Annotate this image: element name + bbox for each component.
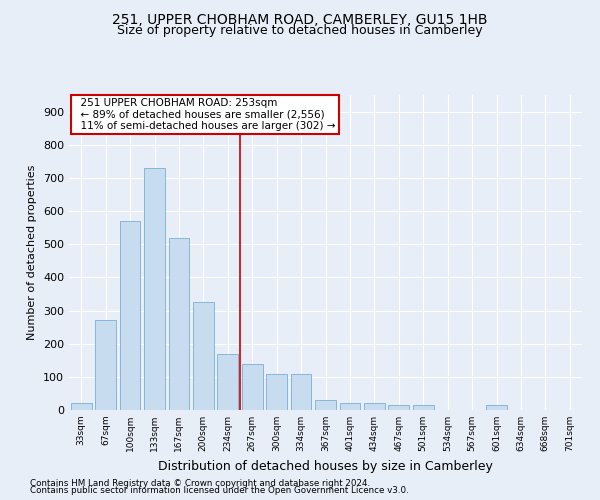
Bar <box>144 168 165 410</box>
Bar <box>340 404 361 410</box>
Bar <box>290 374 311 410</box>
Bar <box>364 404 385 410</box>
Y-axis label: Number of detached properties: Number of detached properties <box>28 165 37 340</box>
Text: Size of property relative to detached houses in Camberley: Size of property relative to detached ho… <box>117 24 483 37</box>
Bar <box>388 405 409 410</box>
Bar <box>413 405 434 410</box>
Bar <box>169 238 190 410</box>
Bar <box>193 302 214 410</box>
Bar <box>486 405 507 410</box>
Text: 251 UPPER CHOBHAM ROAD: 253sqm
  ← 89% of detached houses are smaller (2,556)
  : 251 UPPER CHOBHAM ROAD: 253sqm ← 89% of … <box>74 98 335 132</box>
X-axis label: Distribution of detached houses by size in Camberley: Distribution of detached houses by size … <box>158 460 493 472</box>
Bar <box>217 354 238 410</box>
Bar <box>242 364 263 410</box>
Text: 251, UPPER CHOBHAM ROAD, CAMBERLEY, GU15 1HB: 251, UPPER CHOBHAM ROAD, CAMBERLEY, GU15… <box>112 12 488 26</box>
Bar <box>71 404 92 410</box>
Text: Contains public sector information licensed under the Open Government Licence v3: Contains public sector information licen… <box>30 486 409 495</box>
Bar <box>315 400 336 410</box>
Bar <box>266 374 287 410</box>
Bar <box>95 320 116 410</box>
Bar <box>119 221 140 410</box>
Text: Contains HM Land Registry data © Crown copyright and database right 2024.: Contains HM Land Registry data © Crown c… <box>30 478 370 488</box>
